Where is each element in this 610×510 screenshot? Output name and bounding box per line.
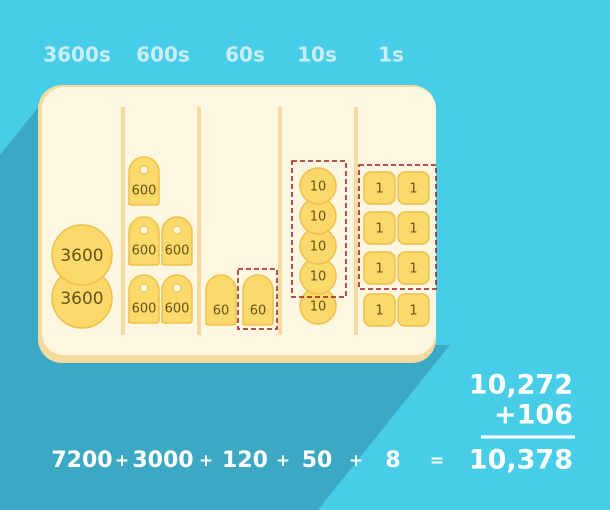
coin <box>397 293 430 327</box>
operator: + <box>276 451 290 471</box>
dividers <box>121 107 358 335</box>
coin <box>397 251 430 285</box>
coin-label: 3600 <box>60 246 103 266</box>
coin-label: 1 <box>375 304 383 319</box>
coin-label: 1 <box>409 222 417 237</box>
tag-hole <box>139 165 149 175</box>
tag-hole <box>172 283 182 293</box>
tag-hole <box>139 225 149 235</box>
term: 8 <box>385 448 400 473</box>
coin <box>299 167 337 205</box>
tag-coin <box>242 274 274 326</box>
coin-label: 1 <box>409 262 417 277</box>
tag-coin <box>161 274 193 324</box>
coin-label: 10 <box>310 180 327 195</box>
tag-coin <box>205 274 237 326</box>
coin-label: 10 <box>310 240 327 255</box>
coin <box>363 293 396 327</box>
operator: + <box>349 451 363 471</box>
coin-label: 10 <box>310 210 327 225</box>
coin-label: 1 <box>409 182 417 197</box>
highlight-box <box>291 160 347 298</box>
addend: +106 <box>494 400 573 431</box>
coin <box>363 251 396 285</box>
coin-label: 10 <box>310 270 327 285</box>
column-header: 3600s <box>43 43 111 67</box>
tag-coin <box>128 156 160 206</box>
coin <box>397 211 430 245</box>
tag-coin <box>128 216 160 266</box>
highlight-box <box>358 164 437 290</box>
coin-label: 600 <box>165 244 190 259</box>
highlight-box <box>237 268 278 330</box>
column-header: 10s <box>297 43 337 67</box>
term: 7200 <box>51 448 112 473</box>
coin-label: 1 <box>375 262 383 277</box>
tag-hole <box>139 283 149 293</box>
coin-label: 10 <box>310 300 327 315</box>
operator: + <box>115 451 129 471</box>
coin <box>397 171 430 205</box>
tag-hole <box>172 225 182 235</box>
column-header: 60s <box>225 43 265 67</box>
coin-label: 600 <box>132 244 157 259</box>
tag-coin <box>128 274 160 324</box>
addend: 10,272 <box>469 370 573 401</box>
coin-label: 60 <box>250 304 267 319</box>
coin-label: 1 <box>375 222 383 237</box>
coin-label: 600 <box>132 302 157 317</box>
coin-label: 600 <box>132 184 157 199</box>
coin <box>363 171 396 205</box>
result: 10,378 <box>469 445 573 476</box>
term: 50 <box>302 448 333 473</box>
coin <box>51 224 113 286</box>
operator: = <box>430 451 444 471</box>
tag-coin <box>161 216 193 266</box>
coin-label: 1 <box>409 304 417 319</box>
coin <box>363 211 396 245</box>
column-header: 600s <box>136 43 190 67</box>
coin-label: 1 <box>375 182 383 197</box>
coin-label: 3600 <box>60 289 103 309</box>
coin-label: 60 <box>213 304 230 319</box>
column-header: 1s <box>378 43 404 67</box>
term: 3000 <box>132 448 193 473</box>
term: 120 <box>222 448 268 473</box>
coin-label: 600 <box>165 302 190 317</box>
operator: + <box>199 451 213 471</box>
